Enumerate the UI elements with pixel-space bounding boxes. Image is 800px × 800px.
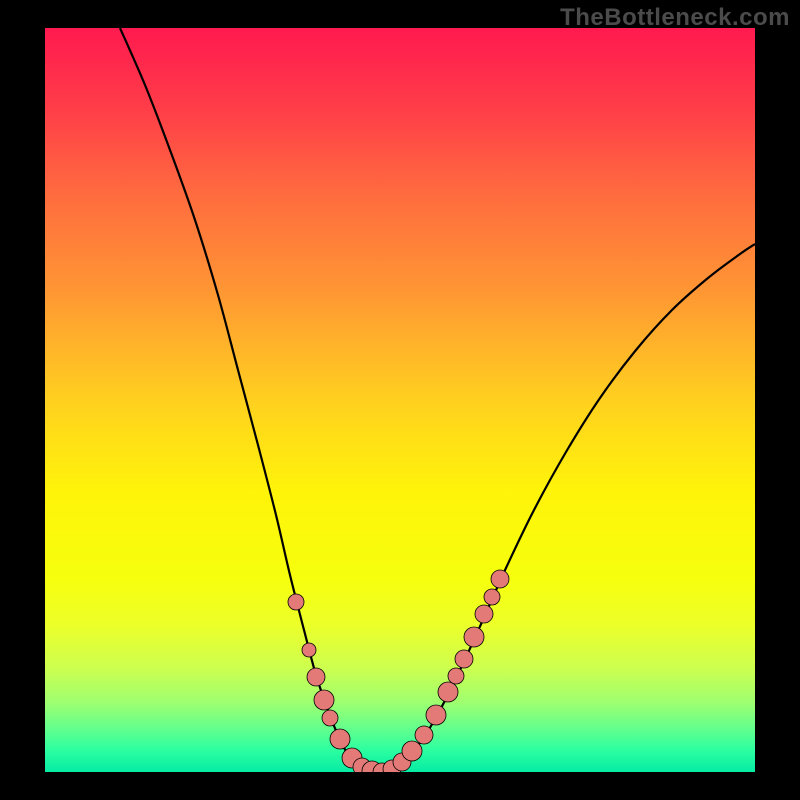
data-marker — [475, 605, 493, 623]
watermark-text: TheBottleneck.com — [560, 4, 790, 32]
data-marker — [314, 690, 334, 710]
data-marker — [438, 682, 458, 702]
plot-gradient-area — [45, 28, 755, 772]
data-marker — [307, 668, 325, 686]
data-marker — [288, 594, 304, 610]
data-marker — [322, 710, 338, 726]
data-marker — [455, 650, 473, 668]
data-marker — [330, 729, 350, 749]
data-marker — [426, 705, 446, 725]
data-marker — [302, 643, 316, 657]
data-marker — [491, 570, 509, 588]
chart-stage: TheBottleneck.com — [0, 0, 800, 800]
data-marker — [484, 589, 500, 605]
bottleneck-chart-svg — [0, 0, 800, 800]
data-marker — [402, 741, 422, 761]
data-marker — [464, 627, 484, 647]
data-marker — [415, 726, 433, 744]
data-marker — [448, 668, 464, 684]
